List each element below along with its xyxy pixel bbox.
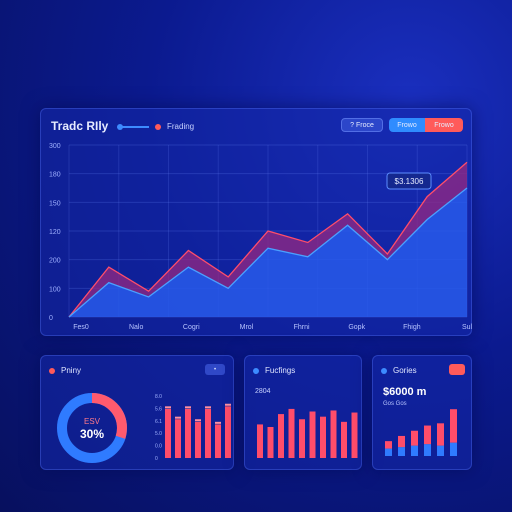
legend-label: Frading [167, 122, 195, 131]
middle-bar [288, 408, 295, 458]
middle-bar [330, 410, 337, 458]
middle-bar [278, 414, 284, 458]
middle-card-title: Fucfings [265, 366, 296, 375]
y-tick-label: 200 [49, 258, 61, 265]
series-1-area [69, 162, 467, 317]
right-card-title: Gories [393, 366, 417, 375]
left-card-dot [49, 367, 55, 374]
right-bar-red [398, 435, 405, 448]
left-bar-cap [185, 406, 191, 409]
right-bar-red [424, 425, 431, 445]
legend-dot-marker [155, 123, 161, 130]
middle-card-subtitle: 2804 [255, 388, 271, 395]
middle-bar [351, 412, 358, 458]
left-bar [205, 408, 211, 458]
left-bar [225, 406, 231, 458]
legend-line-marker [117, 123, 149, 130]
left-card-menu-button[interactable]: • [205, 364, 225, 375]
y-tick-label: 300 [49, 143, 61, 150]
right-bar-red [411, 430, 418, 446]
right-bar-red [450, 409, 457, 443]
left-bar-cap [165, 406, 171, 409]
right-card-action-button[interactable] [449, 364, 465, 375]
left-card-header: Pniny [49, 366, 81, 375]
middle-bar [320, 416, 326, 458]
tooltip-box [386, 172, 432, 190]
right-card-header: Gories [381, 366, 417, 375]
y-tick-label: 180 [49, 172, 61, 179]
middle-card-header: Fucfings [253, 366, 295, 375]
right-card-dot [381, 367, 387, 374]
donut-value: 30% [80, 427, 104, 441]
right-bar-blue [385, 448, 392, 456]
left-card: Pniny • ESV 30% 8.0 5.6 6.1 5.0 0.0 0 [40, 355, 234, 470]
x-tick-label: Sul [462, 324, 473, 331]
toggle-option-b[interactable]: Frowo [425, 118, 463, 132]
x-tick-label: Fhrni [294, 324, 310, 331]
y-tick-label: 120 [49, 229, 61, 236]
left-bar [185, 408, 191, 458]
left-bar-tick-label: 5.0 [155, 431, 162, 437]
tooltip-value: $3.1306 [395, 177, 424, 186]
donut-label: ESV [84, 417, 101, 426]
chart-title: Tradc RIly [51, 119, 109, 133]
chart-legend: Frading [117, 122, 195, 131]
y-tick-label: 150 [49, 200, 61, 207]
right-bar-blue [437, 445, 444, 456]
toggle-option-a[interactable]: Frowo [389, 118, 425, 132]
x-tick-label: Nalo [129, 324, 144, 331]
middle-bar [257, 424, 263, 458]
right-bar-blue [424, 444, 431, 456]
right-bar-red [385, 441, 392, 449]
right-bar-blue [411, 445, 418, 456]
left-bar-cap [225, 403, 231, 406]
right-bar-blue [450, 442, 457, 456]
right-bar-blue [398, 447, 405, 456]
left-bar-cap [195, 419, 201, 422]
left-card-charts: ESV 30% 8.0 5.6 6.1 5.0 0.0 0 [57, 393, 231, 463]
middle-bar [267, 427, 274, 458]
left-bar [195, 421, 201, 458]
right-stacked-bar-chart [385, 409, 457, 456]
left-card-title: Pniny [61, 366, 82, 375]
middle-card-dot [253, 367, 259, 374]
right-card: Gories $6000 m Gos Gos [372, 355, 472, 470]
x-tick-label: Mrol [240, 324, 254, 331]
series-2-area [69, 188, 467, 317]
donut-slice-main [57, 393, 127, 463]
x-tick-label: Gopk [348, 324, 365, 331]
left-bar [175, 419, 181, 458]
right-card-sub: Gos Gos [383, 401, 407, 407]
x-tick-label: Cogri [183, 324, 200, 331]
series-1-line [68, 161, 468, 318]
left-bar-cap [175, 416, 181, 419]
y-tick-label: 0 [49, 315, 53, 322]
y-tick-label: 100 [49, 286, 61, 293]
middle-bar [341, 421, 347, 458]
main-area-chart: 300 180 150 120 200 100 0 Fes0 Nalo Cogri Mrol Fhr… [49, 143, 473, 331]
left-bar-tick-label: 8.0 [155, 394, 162, 400]
left-bar-tick-label: 0 [155, 456, 158, 462]
right-card-headline: $6000 m [383, 386, 427, 398]
filter-button[interactable]: ? Froce [341, 118, 383, 132]
series-2-line [68, 187, 468, 318]
left-bar-tick-label: 6.1 [155, 419, 162, 425]
x-tick-label: Fhigh [403, 324, 421, 331]
left-bar [215, 424, 221, 458]
left-bar-tick-label: 5.6 [155, 406, 162, 412]
middle-bar [299, 419, 305, 458]
main-chart-panel: Tradc RIly Frading ? Froce Frowo Frowo 3… [40, 108, 472, 336]
middle-card: Fucfings 2804 [244, 355, 362, 470]
left-bar-tick-label: 0.0 [155, 444, 162, 450]
left-bar-cap [215, 421, 221, 424]
x-tick-label: Fes0 [73, 324, 89, 331]
right-bar-red [437, 423, 444, 446]
left-bar-cap [205, 406, 211, 409]
middle-bar-chart [257, 408, 358, 458]
left-bar [165, 408, 171, 458]
middle-bar [309, 411, 316, 458]
